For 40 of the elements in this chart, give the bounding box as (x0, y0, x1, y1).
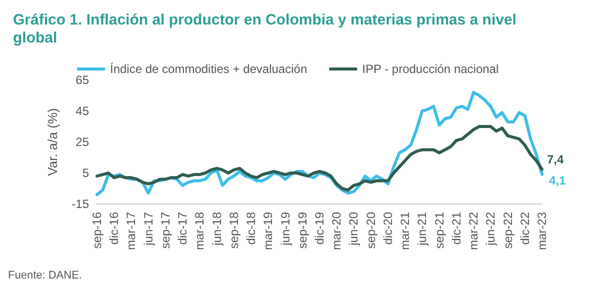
x-tick-label: mar-21 (398, 212, 412, 250)
x-tick-label: mar-20 (330, 212, 344, 250)
x-tick-label: dic-17 (176, 212, 190, 245)
data-label: 4,1 (549, 173, 566, 188)
x-tick-label: sep-16 (90, 212, 104, 249)
x-tick-label: jun-20 (346, 212, 361, 246)
x-tick-label: sep-20 (364, 212, 378, 249)
x-tick-label: mar-19 (261, 212, 276, 250)
y-tick-label: 45 (76, 104, 90, 118)
data-label: 7,4 (547, 152, 564, 166)
y-tick-label: -15 (72, 197, 90, 211)
x-tick-label: jun-21 (415, 212, 430, 246)
x-tick-label: jun-17 (141, 212, 156, 246)
x-tick-label: mar-22 (466, 212, 481, 250)
x-tick-label: mar-17 (124, 212, 138, 250)
y-axis-title: Var. a/a (%) (45, 108, 60, 176)
chart-title: Gráfico 1. Inflación al productor en Colombia y materias primas a nivel global (13, 12, 521, 46)
x-tick-label: jun-19 (278, 212, 292, 246)
x-tick-label: dic-22 (518, 212, 532, 245)
source-note: Fuente: DANE. (8, 270, 82, 282)
x-tick-label: jun-22 (484, 212, 498, 246)
legend-label: IPP - producción nacional (362, 62, 499, 76)
x-tick-label: sep-18 (226, 212, 241, 249)
legend-label: Índice de commodities + devaluación (110, 62, 308, 76)
x-tick-label: sep-17 (158, 212, 172, 249)
x-tick-label: sep-22 (500, 212, 515, 249)
x-tick-label: jun-18 (210, 212, 224, 246)
x-tick-label: mar-18 (192, 212, 207, 250)
x-tick-label: sep-19 (295, 212, 310, 249)
x-tick-label: dic-19 (312, 212, 326, 245)
x-tick-label: mar-23 (535, 212, 549, 250)
y-tick-label: 65 (76, 73, 90, 87)
x-tick-label: dic-21 (449, 212, 464, 245)
x-tick-label: dic-18 (244, 212, 258, 245)
x-tick-label: sep-21 (432, 212, 446, 249)
y-tick-label: 5 (82, 166, 90, 180)
x-tick-label: dic-20 (380, 212, 395, 245)
line-series (96, 125, 544, 192)
x-tick-label: dic-16 (107, 212, 122, 245)
y-tick-label: 25 (76, 135, 90, 149)
